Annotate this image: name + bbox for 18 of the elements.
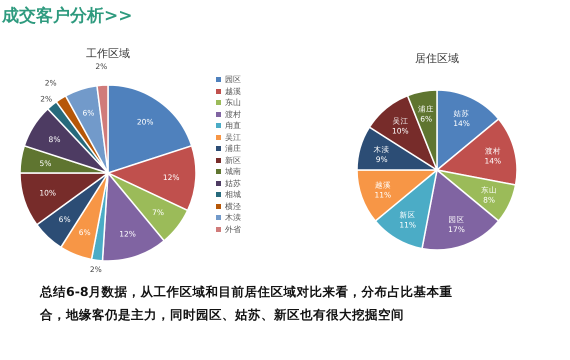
legend-label: 姑苏 (225, 178, 241, 189)
legend-label: 新区 (225, 154, 241, 166)
legend-label: 甪直 (225, 120, 241, 132)
legend-label: 城南 (225, 166, 241, 178)
legend-label: 浦庄 (225, 143, 241, 154)
legend-label: 相城 (225, 189, 241, 200)
legend-label: 外省 (225, 224, 241, 235)
legend-label: 木渎 (225, 212, 241, 224)
text: 总结6-8月数据，从工作区域和目前居住区域对比来看，分布占比基本重合，地缘客仍是主力，同时园区、姑苏、新区也有很大挖掘空间 (40, 283, 454, 324)
legend-label: 吴江 (225, 132, 241, 143)
text: 成交客户分析>> (2, 5, 132, 27)
legend-label: 横泾 (225, 200, 241, 212)
legend-label: 越溪 (225, 86, 241, 97)
chart-title: 居住区域 (414, 51, 460, 66)
chart-title: 工作区域 (85, 46, 131, 61)
legend-label: 东山 (225, 97, 241, 108)
legend-label: 渡村 (225, 108, 241, 120)
legend-label: 园区 (225, 74, 241, 86)
